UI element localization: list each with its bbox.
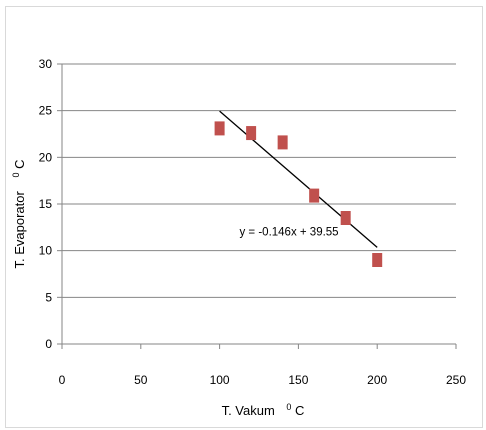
x-tick-label: 50 [134, 373, 148, 387]
y-axis-unit-sup: 0 [11, 173, 21, 178]
y-tick-label: 30 [39, 57, 53, 71]
x-axis-ticks: 0 50 100 150 200 250 [59, 344, 466, 387]
data-point [246, 126, 257, 141]
chart-area [5, 6, 483, 428]
x-tick-label: 0 [59, 373, 66, 387]
y-tick-label: 10 [39, 244, 53, 258]
x-axis-title: T. Vakum 0 C [222, 398, 305, 418]
x-tick-label: 250 [446, 373, 466, 387]
data-point [214, 121, 225, 136]
y-tick-label: 5 [45, 290, 52, 304]
trendline [219, 110, 378, 248]
y-tick-label: 25 [39, 104, 53, 118]
x-tick-label: 100 [210, 373, 230, 387]
x-tick-label: 150 [288, 373, 308, 387]
trendline-equation: y = -0.146x + 39.55 [239, 227, 338, 239]
data-point [372, 253, 383, 267]
data-point [309, 188, 320, 203]
x-axis-unit: C [295, 403, 304, 418]
x-axis-title-text: T. Vakum [222, 403, 275, 418]
y-axis-ticks: 0 5 10 15 20 25 30 [39, 57, 62, 351]
data-point [340, 211, 351, 225]
y-tick-label: 20 [39, 150, 53, 164]
data-point [277, 135, 288, 150]
x-axis-unit-sup: 0 [286, 402, 291, 412]
y-tick-label: 15 [39, 197, 53, 211]
y-axis-unit: C [12, 160, 27, 169]
gridlines [62, 63, 456, 298]
y-axis-title: T. Evaporator 0 C [7, 160, 27, 269]
y-tick-label: 0 [45, 337, 52, 351]
x-tick-label: 200 [367, 373, 387, 387]
data-points [214, 121, 383, 267]
y-axis-title-text: T. Evaporator [12, 191, 27, 269]
